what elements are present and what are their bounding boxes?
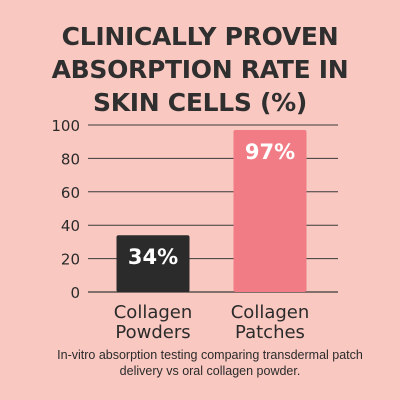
chart-title-line-2: ABSORPTION RATE IN: [51, 55, 349, 84]
y-axis-ticks: 0 20 40 60 80 100: [51, 117, 80, 302]
y-tick-label-40: 40: [61, 217, 80, 235]
y-tick-label-80: 80: [61, 150, 80, 168]
x-category-label-0-line-2: Powders: [115, 322, 190, 343]
y-tick-label-100: 100: [51, 117, 80, 135]
x-category-label-0-line-1: Collagen: [114, 302, 193, 323]
chart-title-line-3: SKIN CELLS (%): [92, 88, 307, 117]
x-category-label-1-line-1: Collagen: [231, 302, 310, 323]
y-tick-label-20: 20: [61, 251, 80, 269]
bar-collagen-patches: [233, 130, 307, 292]
chart-title: CLINICALLY PROVEN ABSORPTION RATE IN SKI…: [0, 20, 400, 119]
bars: [116, 130, 307, 292]
x-category-label-1-line-2: Patches: [235, 322, 305, 343]
bar-collagen-powders: [116, 235, 190, 292]
data-label-collagen-powders: 34%: [128, 245, 178, 269]
y-tick-label-60: 60: [61, 184, 80, 202]
data-label-collagen-patches: 97%: [245, 140, 295, 164]
y-tick-label-0: 0: [70, 284, 80, 302]
chart-title-line-1: CLINICALLY PROVEN: [61, 22, 339, 51]
data-labels: 34% 97%: [128, 140, 295, 269]
chart-caption: In-vitro absorption testing comparing tr…: [57, 348, 363, 378]
